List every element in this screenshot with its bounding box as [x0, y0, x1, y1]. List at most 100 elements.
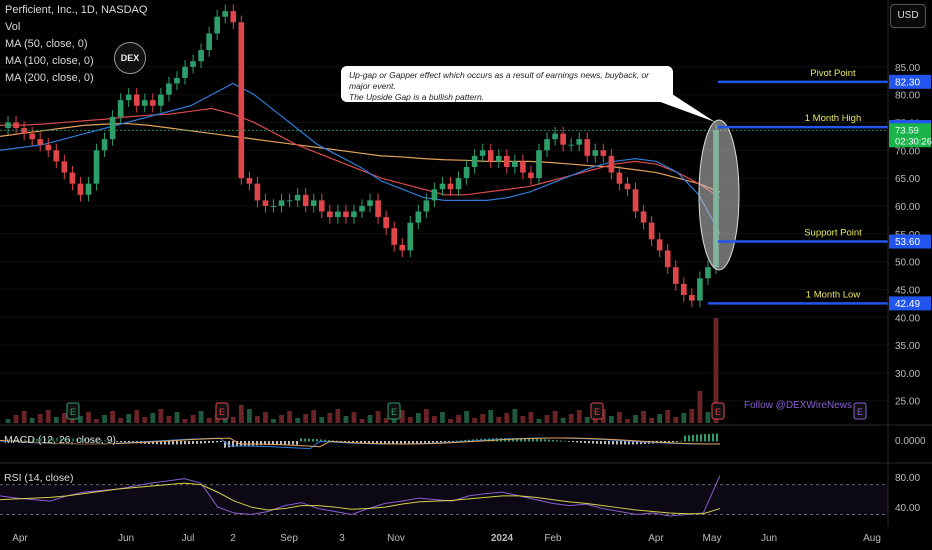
candle-body [648, 222, 655, 240]
volume-bar [150, 413, 156, 423]
volume-bar [158, 409, 164, 423]
candle-body [383, 217, 389, 229]
volume-bar [657, 414, 663, 423]
indicator-ma100[interactable]: MA (100, close, 0) [5, 55, 94, 67]
candle-body [222, 11, 229, 17]
volume-bar [238, 405, 244, 423]
macd-histogram-bar [580, 441, 582, 443]
candle-body [29, 133, 35, 140]
macd-histogram-bar [224, 441, 226, 448]
macd-histogram-bar [444, 441, 446, 443]
macd-histogram-bar [276, 441, 278, 445]
volume-bar [536, 419, 542, 423]
indicator-vol[interactable]: Vol [5, 21, 21, 33]
symbol-title[interactable]: Perficient, Inc., 1D, NASDAQ [5, 4, 148, 16]
time-tick-label: 2 [230, 533, 236, 544]
level-tag-label: 53.60 [895, 237, 920, 248]
candle-body [664, 250, 671, 268]
macd-histogram-bar [40, 438, 42, 442]
volume-bar [295, 418, 301, 423]
currency-button[interactable]: USD [890, 4, 926, 28]
price-tick-label: 65.00 [895, 174, 920, 185]
price-axis[interactable]: 85.0080.0075.0070.0065.0060.0055.0050.00… [889, 63, 932, 514]
annotation-callout: Up-gap or Gapper effect which occurs as … [341, 66, 673, 102]
volume-bar [673, 417, 679, 423]
price-tick-label: 25.00 [895, 397, 920, 408]
rsi-ma-line [0, 482, 721, 515]
indicator-ma50[interactable]: MA (50, close, 0) [5, 38, 88, 50]
macd-histogram-bar [288, 441, 290, 445]
macd-histogram-bar [520, 438, 522, 442]
macd-histogram-bar [272, 441, 274, 445]
macd-histogram-bar [644, 441, 646, 444]
macd-label[interactable]: MACD (12, 26, close, 9) [4, 434, 117, 446]
macd-histogram-bar [712, 433, 714, 442]
macd-histogram-bar [532, 438, 534, 442]
macd-histogram-bar [92, 439, 94, 442]
macd-histogram-bar [556, 440, 558, 442]
volume-bar [488, 410, 494, 423]
macd-histogram-bar [184, 441, 186, 445]
macd-histogram-bar [28, 438, 30, 442]
candle-body [568, 144, 574, 146]
time-tick-label: May [703, 533, 722, 544]
time-axis[interactable]: Apr Jun Jul 2 Sep 3 Nov 2024 Feb Apr May Jun Aug [12, 533, 881, 544]
candle-body [53, 150, 60, 162]
macd-histogram-bar [256, 441, 258, 446]
price-tick-label: 80.00 [895, 91, 920, 102]
macd-histogram-bar [704, 434, 706, 442]
macd-histogram-bar [612, 441, 614, 445]
macd-histogram-bar [388, 441, 390, 445]
volume-bar [448, 419, 453, 423]
candle-body [487, 150, 494, 162]
macd-histogram-bar [468, 439, 470, 442]
macd-histogram-bar [292, 441, 294, 445]
macd-histogram-bar [232, 441, 234, 448]
earnings-marker [215, 402, 229, 420]
candle-body [391, 228, 397, 245]
candle-body [439, 183, 446, 190]
macd-histogram-bar [56, 438, 58, 442]
earnings-marker [387, 402, 401, 420]
macd-histogram-bar [96, 439, 98, 442]
volume-bar [423, 409, 429, 423]
macd-histogram-bar [200, 441, 202, 444]
macd-histogram-bar [128, 441, 130, 443]
macd-histogram-bar [420, 441, 422, 444]
macd-histogram-bar [196, 441, 198, 444]
macd-histogram-bar [192, 441, 194, 444]
macd-histogram-bar [404, 441, 406, 445]
volume-bar [576, 410, 582, 423]
candle-body [254, 183, 261, 201]
volume-bar [375, 411, 381, 423]
macd-histogram-bar [680, 440, 682, 442]
rsi-label[interactable]: RSI (14, close) [4, 472, 74, 484]
current-price-tag [889, 123, 931, 148]
candle-body [584, 139, 591, 156]
candle-body [512, 161, 518, 167]
macd-histogram-bar [36, 438, 38, 442]
macd-histogram-bar [528, 438, 530, 442]
price-tick-label: 85.00 [895, 63, 920, 74]
earnings-marker-label: E [391, 407, 397, 417]
macd-histogram-bar [440, 441, 442, 443]
macd-histogram-bar [696, 434, 698, 442]
level-tag-label: 42.49 [895, 299, 920, 310]
candle-body [190, 61, 196, 67]
candle-body [69, 172, 76, 184]
macd-histogram-bar [400, 441, 402, 445]
earnings-marker-label: E [219, 407, 225, 417]
time-tick-label: Nov [387, 533, 405, 544]
volume-bar [665, 410, 671, 423]
macd-histogram-bar [20, 439, 22, 442]
indicator-ma200[interactable]: MA (200, close, 0) [5, 72, 94, 84]
macd-histogram-bar [632, 441, 634, 445]
macd-histogram-bar [264, 441, 266, 445]
candle-body [302, 194, 309, 206]
volume-bar [520, 416, 526, 423]
macd-histogram-bar [220, 441, 222, 443]
volume-bar [560, 418, 566, 423]
volume-bar [528, 412, 534, 423]
macd-histogram-bar [340, 441, 342, 442]
